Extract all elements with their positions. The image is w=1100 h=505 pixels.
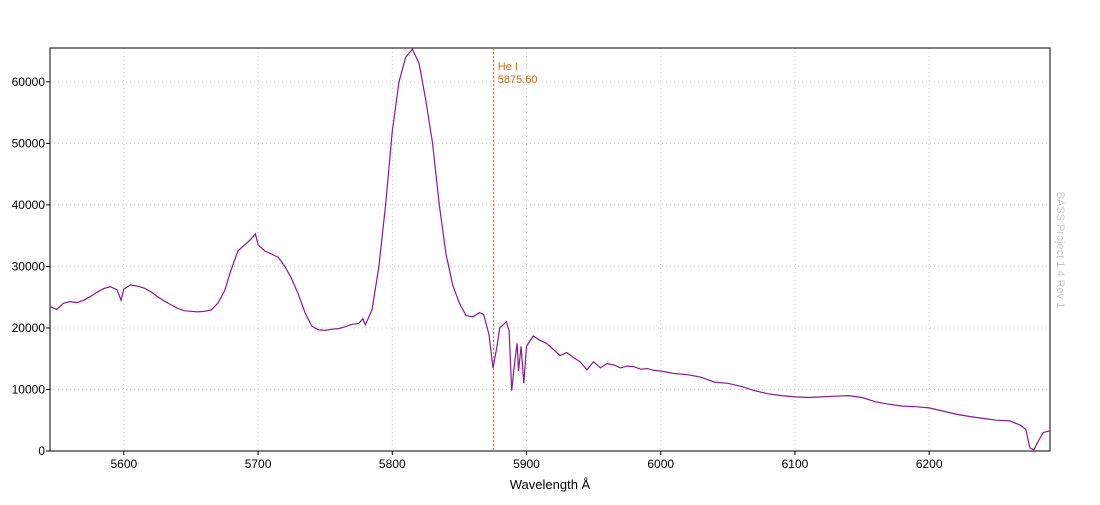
x-tick-label: 5600 <box>110 457 137 471</box>
y-tick-label: 60000 <box>12 75 46 89</box>
y-tick-label: 40000 <box>12 198 46 212</box>
spectrum-series-line <box>49 48 1051 451</box>
y-tick-label: 30000 <box>12 259 46 273</box>
line-marker: He I 5875.60 <box>493 48 538 451</box>
he-i-marker-value: 5875.60 <box>498 74 538 86</box>
watermark-text: BASS Project 1.4 Rev 1 <box>1054 192 1066 309</box>
x-tick-label: 5800 <box>379 457 406 471</box>
y-tick-label: 0 <box>38 444 45 458</box>
y-tick-label: 10000 <box>12 382 46 396</box>
x-tick-label: 6100 <box>782 457 809 471</box>
x-tick-label: 5900 <box>513 457 540 471</box>
he-i-marker-name: He I <box>498 61 518 73</box>
plot-area-frame <box>49 47 1051 452</box>
axis-ticks: 5600 5700 5800 5900 6000 6100 6200 0 10000 20000 3… <box>12 75 943 471</box>
y-tick-label: 50000 <box>12 136 46 150</box>
x-tick-label: 6200 <box>916 457 943 471</box>
y-tick-label: 20000 <box>12 321 46 335</box>
grid <box>50 48 1050 451</box>
x-tick-label: 5700 <box>245 457 272 471</box>
x-axis-title: Wavelength Å <box>510 477 591 492</box>
x-tick-label: 6000 <box>647 457 674 471</box>
